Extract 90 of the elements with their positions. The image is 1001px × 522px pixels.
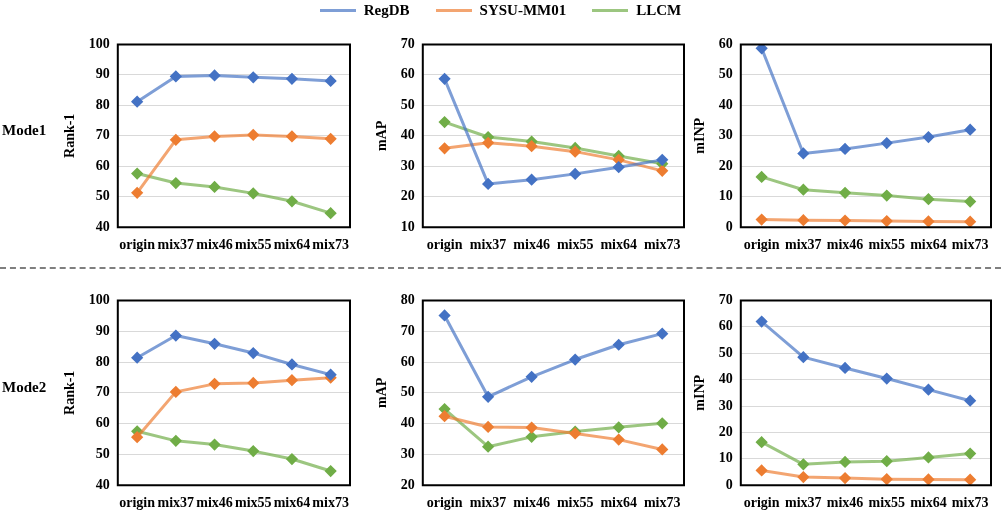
x-tick-label: mix55 xyxy=(868,237,906,253)
x-tick-label: mix37 xyxy=(157,237,195,253)
y-tick-label: 30 xyxy=(718,127,733,143)
y-tick-label: 70 xyxy=(400,36,415,52)
y-tick-label: 50 xyxy=(95,446,110,462)
x-tick-label: mix64 xyxy=(910,237,947,253)
y-tick-label: 10 xyxy=(400,218,415,234)
y-tick-label: 40 xyxy=(400,127,415,143)
x-tick-label: mix73 xyxy=(951,495,989,511)
x-tick-label: mix55 xyxy=(234,237,272,253)
x-tick-label: mix55 xyxy=(556,237,594,253)
x-tick-label: mix55 xyxy=(556,495,594,511)
y-axis-title: mINP xyxy=(692,117,708,154)
x-tick-label: mix46 xyxy=(196,495,233,511)
y-tick-label: 60 xyxy=(400,66,415,82)
text: Mode1 xyxy=(2,122,47,139)
x-tick-label: mix64 xyxy=(910,495,947,511)
x-tick-label: origin xyxy=(426,237,463,253)
y-tick-label: 20 xyxy=(718,157,733,173)
x-tick-label: mix64 xyxy=(600,495,637,511)
y-axis-title: mAP xyxy=(374,120,390,151)
y-tick-label: 50 xyxy=(400,96,415,112)
y-tick-label: 100 xyxy=(88,36,110,52)
y-axis-title: Rank-1 xyxy=(62,370,78,415)
y-tick-label: 80 xyxy=(400,292,415,308)
legend-label: RegDB xyxy=(363,2,410,19)
x-tick-label: mix46 xyxy=(513,237,550,253)
y-tick-label: 30 xyxy=(718,397,733,413)
x-tick-label: mix46 xyxy=(826,237,864,253)
y-tick-label: 30 xyxy=(400,446,415,462)
y-tick-label: 40 xyxy=(400,415,415,431)
x-tick-label: mix37 xyxy=(157,495,195,511)
y-tick-label: 50 xyxy=(718,344,733,360)
legend-label: SYSU-MM01 xyxy=(479,2,567,19)
y-tick-label: 50 xyxy=(95,188,110,204)
y-tick-label: 60 xyxy=(400,353,415,369)
y-tick-label: 70 xyxy=(718,292,733,308)
x-tick-label: mix64 xyxy=(600,237,637,253)
x-tick-label: origin xyxy=(119,495,156,511)
y-tick-label: 90 xyxy=(95,66,110,82)
y-tick-label: 20 xyxy=(400,476,415,492)
y-tick-label: 80 xyxy=(95,353,110,369)
y-tick-label: 0 xyxy=(725,476,733,492)
y-tick-label: 90 xyxy=(95,322,110,338)
y-tick-label: 10 xyxy=(718,450,733,466)
x-tick-label: mix73 xyxy=(643,495,681,511)
x-tick-label: origin xyxy=(426,495,463,511)
y-tick-label: 70 xyxy=(95,127,110,143)
y-tick-label: 10 xyxy=(718,188,733,204)
y-tick-label: 50 xyxy=(718,66,733,82)
y-tick-label: 60 xyxy=(718,318,733,334)
legend-label: LLCM xyxy=(636,2,682,19)
x-tick-label: mix37 xyxy=(785,495,822,511)
y-tick-label: 0 xyxy=(725,218,733,234)
x-tick-label: mix55 xyxy=(234,495,272,511)
text: Mode2 xyxy=(2,379,47,396)
x-tick-label: mix73 xyxy=(312,495,349,511)
x-tick-label: mix37 xyxy=(469,237,507,253)
x-tick-label: mix37 xyxy=(469,495,507,511)
y-tick-label: 20 xyxy=(718,424,733,440)
y-tick-label: 40 xyxy=(95,476,110,492)
y-tick-label: 80 xyxy=(95,96,110,112)
y-tick-label: 40 xyxy=(95,218,110,234)
y-tick-label: 70 xyxy=(95,384,110,400)
y-tick-label: 60 xyxy=(718,36,733,52)
x-tick-label: mix73 xyxy=(312,237,349,253)
y-tick-label: 30 xyxy=(400,157,415,173)
y-tick-label: 20 xyxy=(400,188,415,204)
y-tick-label: 50 xyxy=(400,384,415,400)
x-tick-label: mix64 xyxy=(273,237,311,253)
y-tick-label: 70 xyxy=(400,322,415,338)
x-tick-label: mix73 xyxy=(643,237,681,253)
x-tick-label: mix73 xyxy=(951,237,989,253)
x-tick-label: mix46 xyxy=(196,237,233,253)
x-tick-label: mix46 xyxy=(826,495,864,511)
y-tick-label: 100 xyxy=(88,292,110,308)
x-tick-label: mix55 xyxy=(868,495,906,511)
y-tick-label: 60 xyxy=(95,157,110,173)
x-tick-label: origin xyxy=(743,237,780,253)
y-axis-title: mAP xyxy=(374,377,390,408)
y-tick-label: 60 xyxy=(95,415,110,431)
x-tick-label: origin xyxy=(119,237,156,253)
y-tick-label: 40 xyxy=(718,96,733,112)
x-tick-label: mix46 xyxy=(513,495,550,511)
y-axis-title: mINP xyxy=(692,374,708,411)
y-tick-label: 40 xyxy=(718,371,733,387)
y-axis-title: Rank-1 xyxy=(62,113,78,158)
x-tick-label: mix37 xyxy=(785,237,822,253)
x-tick-label: mix64 xyxy=(273,495,311,511)
x-tick-label: origin xyxy=(743,495,780,511)
